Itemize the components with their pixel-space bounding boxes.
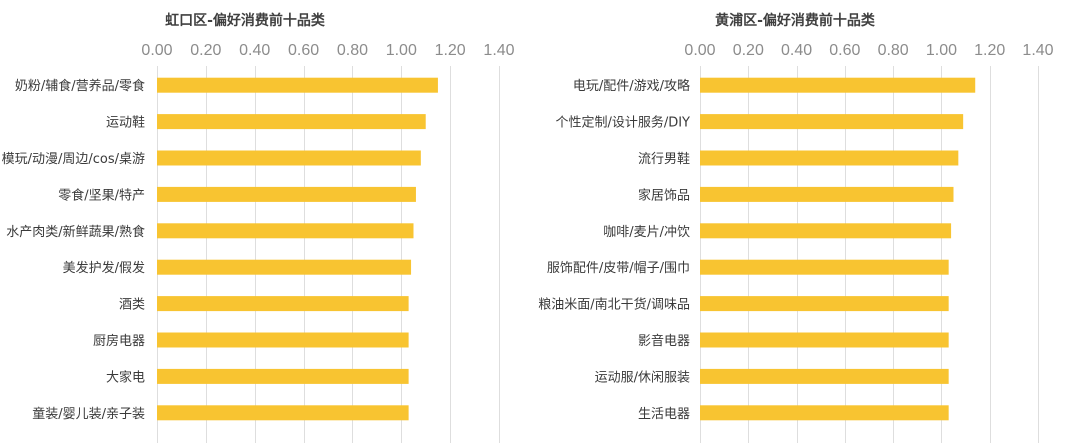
huangpu-bar	[700, 368, 949, 384]
huangpu-x-tick-label: 1.20	[974, 42, 1005, 59]
huangpu-x-tick-label: 0.40	[781, 42, 812, 59]
hongkou-bar	[157, 186, 416, 202]
huangpu-category-label: 影音电器	[638, 333, 690, 349]
huangpu-bar	[700, 77, 976, 93]
hongkou-x-tick-label: 0.00	[141, 42, 172, 59]
huangpu-x-tick-label: 1.00	[926, 42, 957, 59]
huangpu-x-tick-label: 0.20	[733, 42, 764, 59]
hongkou-bar	[157, 223, 414, 239]
hongkou-bar-chart: 虹口区-偏好消费前十品类 0.00 0.20 0.40 0.60 0.80 1.00 1.20…	[2, 12, 515, 443]
hongkou-x-tick-label: 1.20	[435, 42, 466, 59]
hongkou-category-label: 模玩/动漫/周边/cos/桌游	[2, 152, 145, 167]
hongkou-x-tick-label: 1.40	[483, 42, 514, 59]
huangpu-chart-title: 黄浦区-偏好消费前十品类	[715, 12, 876, 29]
huangpu-bar	[700, 332, 949, 348]
hongkou-category-label: 美发护发/假发	[63, 260, 145, 276]
hongkou-category-label: 厨房电器	[93, 333, 145, 349]
huangpu-bar	[700, 150, 959, 166]
huangpu-bar	[700, 186, 954, 202]
hongkou-category-label: 酒类	[119, 298, 145, 313]
hongkou-bar	[157, 405, 409, 421]
hongkou-x-tick-label: 0.20	[190, 42, 221, 59]
huangpu-x-tick-label: 0.60	[829, 42, 860, 59]
huangpu-bar	[700, 223, 952, 239]
hongkou-category-label: 大家电	[106, 369, 145, 385]
huangpu-category-label: 生活电器	[638, 407, 690, 422]
hongkou-category-label: 运动鞋	[106, 115, 145, 131]
hongkou-x-tick-label: 0.60	[288, 42, 319, 59]
huangpu-category-label: 服饰配件/皮带/帽子/围巾	[547, 260, 690, 276]
huangpu-bar	[700, 296, 949, 312]
hongkou-category-label: 奶粉/辅食/营养品/零食	[15, 78, 145, 94]
huangpu-category-label: 个性定制/设计服务/DIY	[555, 115, 690, 131]
huangpu-category-label: 咖啡/麦片/冲饮	[603, 225, 690, 240]
hongkou-bar	[157, 77, 438, 93]
hongkou-bar	[157, 114, 426, 130]
hongkou-bar	[157, 150, 421, 166]
huangpu-category-label: 运动服/休闲服装	[595, 370, 690, 385]
huangpu-bar	[700, 405, 949, 421]
hongkou-category-label: 零食/坚果/特产	[58, 187, 145, 203]
huangpu-bar	[700, 259, 949, 275]
huangpu-category-label: 家居饰品	[638, 187, 690, 203]
hongkou-x-tick-label: 0.40	[239, 42, 270, 59]
hongkou-category-label: 童装/婴儿装/亲子装	[32, 406, 145, 422]
hongkou-category-label: 水产肉类/新鲜蔬果/熟食	[6, 224, 145, 240]
hongkou-x-tick-label: 1.00	[386, 42, 417, 59]
hongkou-bar	[157, 332, 409, 348]
huangpu-x-tick-label: 0.00	[684, 42, 715, 59]
hongkou-chart-title: 虹口区-偏好消费前十品类	[165, 12, 326, 29]
huangpu-category-label: 粮油米面/南北干货/调味品	[538, 297, 690, 313]
hongkou-bar	[157, 368, 409, 384]
huangpu-chart-panel: 黄浦区-偏好消费前十品类 0.00 0.20 0.40 0.60 0.80 1.00 1.20…	[530, 0, 1065, 443]
huangpu-category-label: 电玩/配件/游戏/攻略	[573, 78, 690, 94]
huangpu-x-tick-label: 0.80	[878, 42, 909, 59]
hongkou-chart-panel: 虹口区-偏好消费前十品类 0.00 0.20 0.40 0.60 0.80 1.00 1.20…	[0, 0, 530, 443]
hongkou-bar	[157, 296, 409, 312]
huangpu-bar	[700, 114, 964, 130]
hongkou-bar	[157, 259, 412, 275]
hongkou-x-tick-label: 0.80	[337, 42, 368, 59]
huangpu-x-tick-label: 1.40	[1022, 42, 1053, 59]
huangpu-category-label: 流行男鞋	[638, 151, 690, 167]
